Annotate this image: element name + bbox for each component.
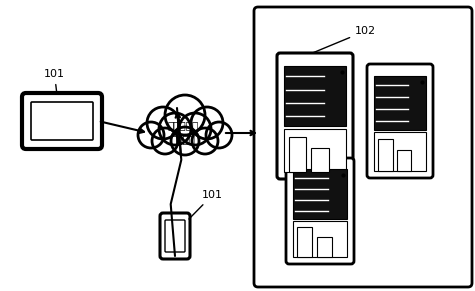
Circle shape (165, 95, 205, 135)
Text: 无线网络: 无线网络 (171, 134, 196, 144)
Text: 101: 101 (189, 190, 223, 219)
Circle shape (179, 113, 211, 145)
FancyBboxPatch shape (286, 158, 354, 264)
Circle shape (147, 107, 179, 139)
Circle shape (171, 127, 199, 155)
FancyBboxPatch shape (165, 220, 185, 252)
FancyBboxPatch shape (367, 64, 433, 178)
Bar (374, 132, 426, 171)
FancyBboxPatch shape (160, 213, 190, 259)
Bar (284, 129, 346, 172)
Text: 有线网络或: 有线网络或 (167, 120, 199, 130)
Bar (378, 139, 393, 171)
Bar (293, 169, 347, 219)
Circle shape (159, 113, 191, 145)
Circle shape (206, 122, 232, 148)
Text: 101: 101 (44, 69, 65, 92)
FancyBboxPatch shape (31, 102, 93, 140)
Bar (397, 150, 411, 171)
FancyBboxPatch shape (277, 53, 353, 179)
FancyBboxPatch shape (254, 7, 472, 287)
Circle shape (152, 128, 178, 154)
Bar (289, 136, 306, 172)
Text: 102: 102 (313, 26, 376, 53)
Bar (293, 221, 347, 257)
Circle shape (192, 128, 218, 154)
Bar (284, 65, 346, 126)
FancyBboxPatch shape (22, 93, 102, 149)
Bar (317, 237, 332, 257)
Circle shape (191, 107, 223, 139)
Bar (374, 76, 426, 129)
Bar (311, 148, 329, 172)
Circle shape (138, 122, 164, 148)
Bar (297, 228, 313, 257)
